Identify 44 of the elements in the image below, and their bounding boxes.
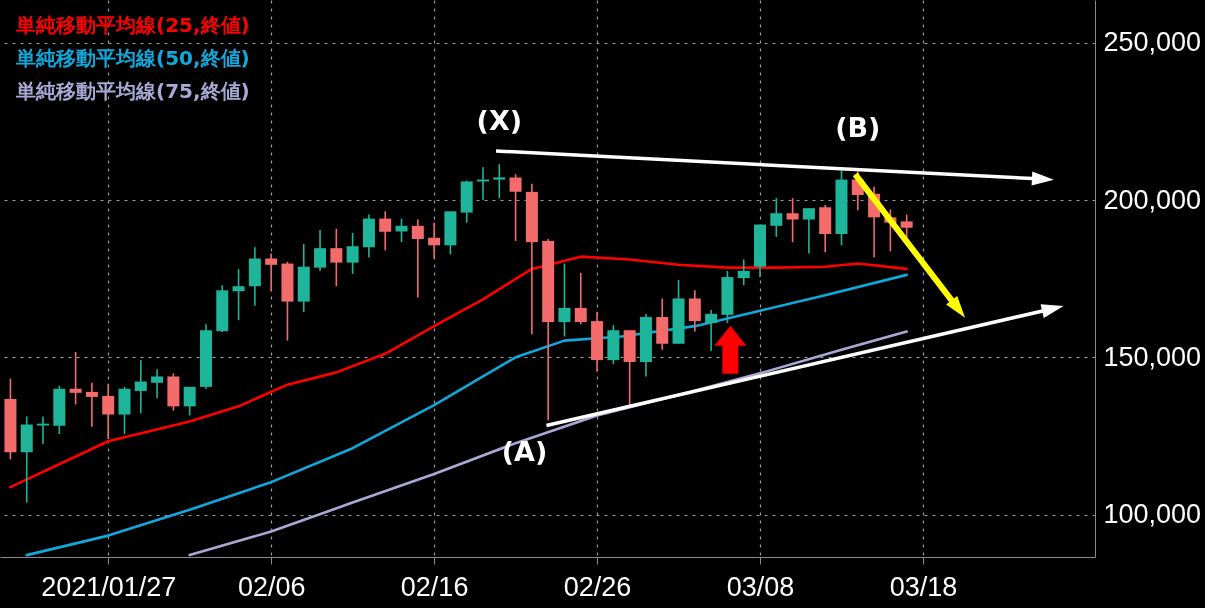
- candlestick: [786, 197, 799, 243]
- x-tick-label: 03/18: [889, 571, 958, 602]
- candlestick: [134, 359, 147, 415]
- text: 単純移動平均線(25,終値): [15, 13, 250, 37]
- x-tick-label: 02/26: [563, 571, 632, 602]
- candlestick: [379, 210, 392, 252]
- x-tick-label: 03/08: [726, 571, 795, 602]
- candlestick: [688, 289, 701, 333]
- candlestick: [330, 227, 343, 288]
- candlestick: [37, 415, 50, 445]
- candlestick: [314, 229, 327, 272]
- candlestick: [558, 262, 571, 338]
- y-tick-label: 100,000: [1103, 499, 1202, 530]
- line-series: [9, 255, 908, 489]
- annotation: (B): [835, 112, 881, 144]
- candlestick: [411, 218, 424, 299]
- candlestick: [183, 386, 196, 417]
- y-tick-label: 150,000: [1103, 341, 1202, 372]
- candlestick: [85, 381, 98, 428]
- y-tick-label: 200,000: [1103, 184, 1202, 215]
- candlestick: [770, 197, 783, 238]
- x-tick-label: 02/06: [237, 571, 306, 602]
- candlestick: [509, 173, 522, 242]
- candlestick: [802, 207, 815, 255]
- annotation: (X): [476, 105, 523, 137]
- annotation: (A): [501, 435, 548, 467]
- candlestick: [69, 351, 82, 406]
- candlestick: [265, 252, 278, 293]
- candlestick: [151, 368, 164, 399]
- x-tick-label: 2021/01/27: [41, 571, 177, 602]
- candlestick: [346, 231, 359, 275]
- candlestick: [232, 268, 245, 321]
- line-series: [25, 273, 908, 557]
- candlestick: [102, 382, 115, 440]
- candlestick: [574, 272, 587, 326]
- y-tick-label: 250,000: [1103, 27, 1202, 58]
- candlestick: [737, 258, 750, 287]
- candlestick: [493, 163, 506, 199]
- candlestick: [900, 213, 913, 239]
- candlestick: [705, 309, 718, 352]
- text: 単純移動平均線(75,終値): [15, 79, 250, 103]
- text: 単純移動平均線(50,終値): [15, 46, 250, 70]
- x-tick-label: 02/16: [400, 571, 469, 602]
- candlestick: [428, 221, 441, 260]
